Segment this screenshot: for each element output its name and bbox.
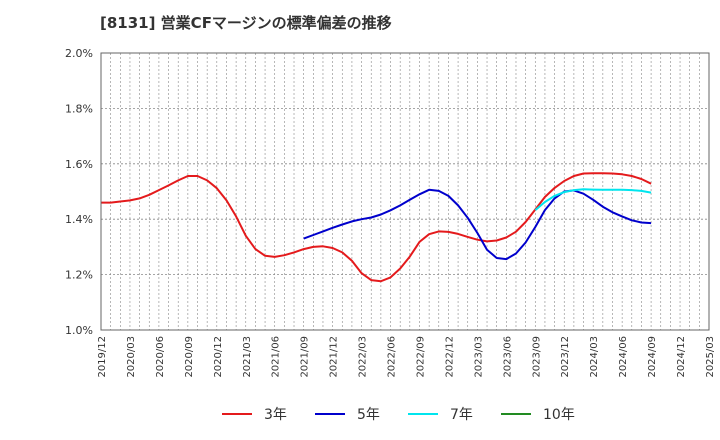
x-tick-label: 2022/12	[444, 336, 455, 378]
series-line-5年	[303, 188, 652, 261]
x-tick-label: 2021/09	[300, 336, 311, 378]
x-tick-label: 2024/12	[676, 336, 687, 378]
legend: 3年 5年 7年 10年	[222, 407, 575, 423]
x-tick-label: 2019/12	[97, 336, 108, 378]
x-tick-label: 2024/09	[647, 336, 658, 378]
legend-label: 3年	[264, 407, 287, 423]
y-tick-label: 1.8%	[65, 102, 93, 115]
series-layer	[101, 172, 652, 283]
y-tick-label: 1.6%	[65, 158, 93, 171]
legend-label: 10年	[543, 407, 575, 423]
series-line-3年	[101, 172, 652, 283]
y-tick-label: 2.0%	[65, 47, 93, 60]
x-tick-label: 2023/12	[560, 336, 571, 378]
x-tick-label: 2021/06	[271, 336, 282, 378]
x-tick-label: 2020/03	[126, 336, 137, 378]
plot-frame	[100, 52, 710, 331]
x-tick-label: 2021/03	[242, 336, 253, 378]
x-tick-label: 2020/12	[213, 336, 224, 378]
x-tick-label: 2024/06	[618, 336, 629, 378]
x-tick-label: 2022/03	[358, 336, 369, 378]
y-tick-label: 1.0%	[65, 324, 93, 337]
x-tick-label: 2023/06	[502, 336, 513, 378]
grid-layer	[100, 52, 710, 331]
x-tick-label: 2024/03	[589, 336, 600, 378]
x-tick-label: 2023/03	[473, 336, 484, 378]
legend-label: 5年	[357, 407, 380, 423]
y-tick-label: 1.2%	[65, 269, 93, 282]
x-tick-label: 2020/06	[155, 336, 166, 378]
legend-label: 7年	[450, 407, 473, 423]
x-tick-label: 2025/03	[705, 336, 716, 378]
x-tick-label: 2022/06	[387, 336, 398, 378]
series-line-7年	[534, 188, 652, 211]
x-tick-label: 2022/09	[415, 336, 426, 378]
x-tick-label: 2023/09	[531, 336, 542, 378]
x-tick-label: 2021/12	[329, 336, 340, 378]
y-tick-label: 1.4%	[65, 213, 93, 226]
axis-layer: 1.0% 1.2% 1.4% 1.6% 1.8% 2.0% 2019/12 2020/03 20…	[65, 47, 716, 378]
chart-title: [8131] 営業CFマージンの標準偏差の推移	[100, 14, 392, 32]
x-tick-label: 2020/09	[184, 336, 195, 378]
